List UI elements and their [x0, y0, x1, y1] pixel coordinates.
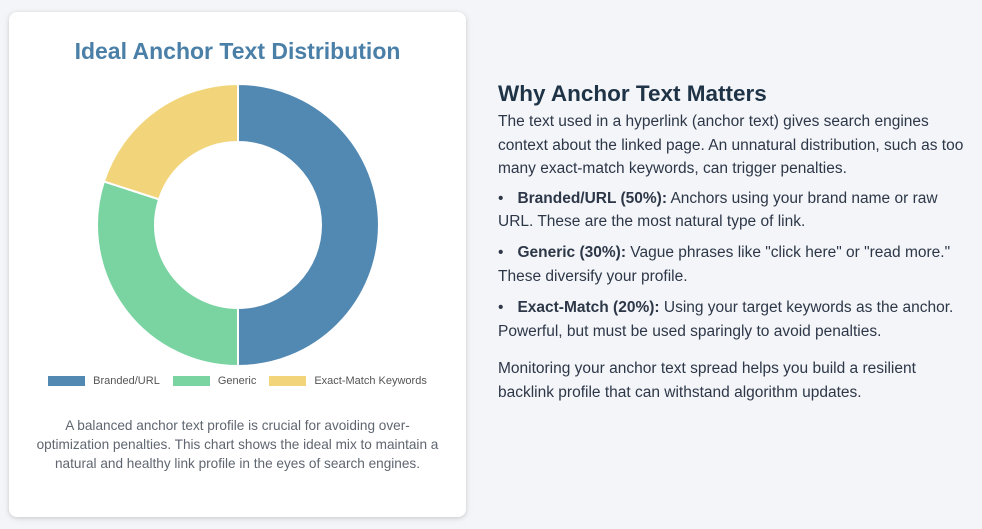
legend-label: Generic: [217, 375, 257, 387]
bullet-icon: •: [498, 299, 504, 317]
legend-swatch: [172, 376, 210, 386]
chart-title: Ideal Anchor Text Distribution: [74, 38, 401, 64]
legend-item[interactable]: Generic: [172, 375, 257, 387]
info-title: Why Anchor Text Matters: [498, 81, 767, 106]
bullet-icon: •: [498, 244, 504, 262]
list-item-text: Vague phrases like "click here" or "read…: [498, 244, 951, 286]
list-item-label: Exact-Match (20%):: [517, 299, 660, 317]
legend-swatch: [48, 376, 86, 386]
chart-card: Ideal Anchor Text Distribution Branded/U…: [9, 12, 466, 517]
bullet-icon: •: [498, 189, 504, 207]
legend-label: Branded/URL: [93, 375, 160, 387]
donut-slice-generic[interactable]: [97, 180, 239, 366]
legend-label: Exact-Match Keywords: [314, 375, 427, 387]
info-outro: Monitoring your anchor text spread helps…: [498, 360, 916, 401]
donut-slice-exact-match-keywords[interactable]: [102, 84, 239, 201]
legend-item[interactable]: Branded/URL: [48, 375, 160, 387]
legend-item[interactable]: Exact-Match Keywords: [269, 375, 427, 387]
list-item-label: Generic (30%):: [517, 244, 626, 262]
chart-caption: A balanced anchor text profile is crucia…: [36, 418, 439, 471]
list-item-label: Branded/URL (50%):: [517, 189, 668, 207]
legend-swatch: [269, 376, 307, 386]
list-item: • Exact-Match (20%): Using your target ke…: [498, 296, 968, 343]
chart-legend: Branded/URL Generic Exact-Match Keywords: [9, 375, 466, 387]
list-item-text: Anchors using your brand name or raw URL…: [498, 189, 938, 231]
donut-chart: [97, 84, 379, 366]
info-intro: The text used in a hyperlink (anchor tex…: [498, 113, 964, 178]
list-item: • Generic (30%): Vague phrases like "clic…: [498, 241, 968, 288]
list-item-text: Using your target keywords as the anchor…: [498, 299, 954, 340]
list-item: • Branded/URL (50%): Anchors using your b…: [498, 187, 968, 234]
info-list: • Branded/URL (50%): Anchors using your b…: [498, 187, 968, 344]
donut-slice-branded-url[interactable]: [237, 84, 379, 366]
info-panel: Why Anchor Text Matters The text used in…: [498, 80, 968, 405]
